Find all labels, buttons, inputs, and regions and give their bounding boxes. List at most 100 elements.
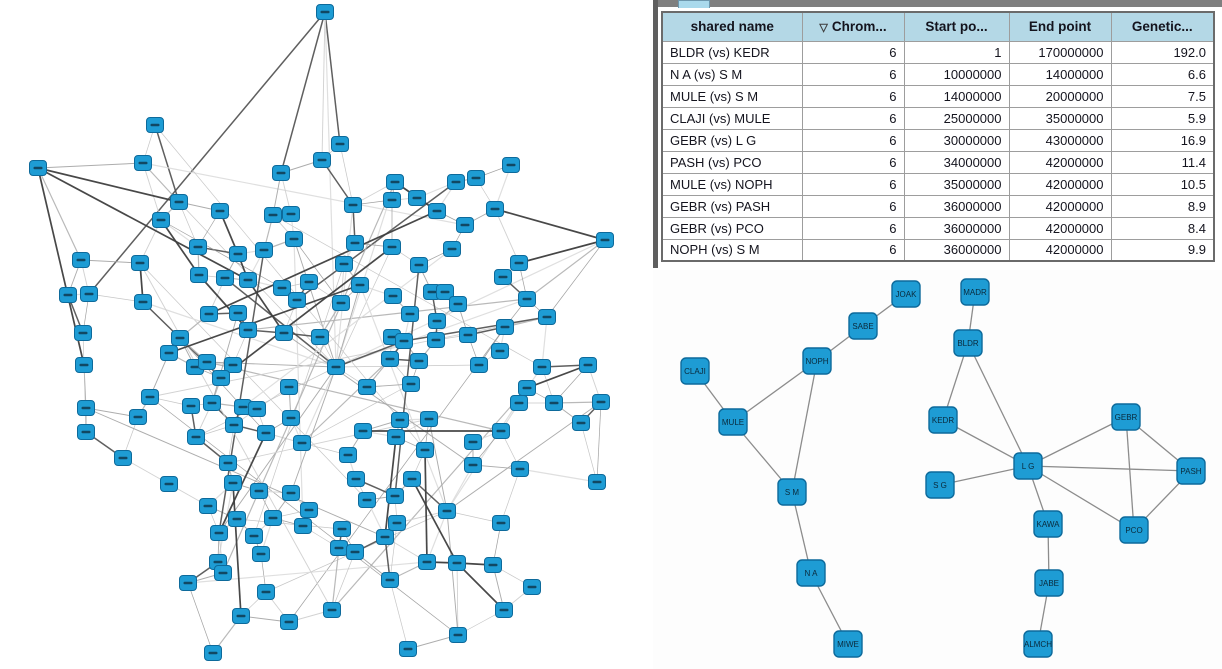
network-node[interactable] [383, 192, 401, 208]
network-node[interactable] [467, 170, 485, 186]
network-node[interactable] [327, 359, 345, 375]
network-node[interactable] [212, 370, 230, 386]
table-tab[interactable] [678, 0, 710, 8]
network-node[interactable] [456, 217, 474, 233]
network-node[interactable] [384, 288, 402, 304]
network-node[interactable] [252, 546, 270, 562]
network-node[interactable] [391, 412, 409, 428]
subnetwork-node-s-g[interactable]: S G [925, 471, 955, 499]
table-row[interactable]: NOPH (vs) S M 6 36000000 42000000 9.9 [661, 238, 1215, 262]
network-node[interactable] [285, 231, 303, 247]
network-node[interactable] [381, 572, 399, 588]
subnetwork-node-miwe[interactable]: MIWE [833, 630, 863, 658]
table-row[interactable]: MULE (vs) S M 6 14000000 20000000 7.5 [661, 84, 1215, 108]
network-node[interactable] [449, 296, 467, 312]
table-row[interactable]: GEBR (vs) PASH 6 36000000 42000000 8.9 [661, 194, 1215, 218]
network-node[interactable] [496, 319, 514, 335]
network-node[interactable] [129, 409, 147, 425]
network-node[interactable] [182, 398, 200, 414]
main-network-canvas[interactable] [0, 0, 653, 669]
subnetwork-canvas[interactable]: JOAK SABE NOPH CLAJI MULE S M N A MIWE MADR BLDR K… [653, 270, 1222, 669]
network-node[interactable] [228, 511, 246, 527]
subnetwork-node-l-g[interactable]: L G [1013, 452, 1043, 480]
network-node[interactable] [141, 389, 159, 405]
network-node[interactable] [332, 295, 350, 311]
network-node[interactable] [358, 492, 376, 508]
network-node[interactable] [333, 521, 351, 537]
network-node[interactable] [494, 269, 512, 285]
table-row[interactable]: GEBR (vs) PCO 6 36000000 42000000 8.4 [661, 216, 1215, 240]
network-node[interactable] [347, 471, 365, 487]
network-node[interactable] [248, 401, 266, 417]
network-node[interactable] [339, 447, 357, 463]
network-node[interactable] [335, 256, 353, 272]
network-node[interactable] [443, 241, 461, 257]
subnetwork-node-almch[interactable]: ALMCH [1023, 630, 1053, 658]
subnetwork-node-mule[interactable]: MULE [718, 408, 748, 436]
subnetwork-node-bldr[interactable]: BLDR [953, 329, 983, 357]
table-row[interactable]: MULE (vs) NOPH 6 35000000 42000000 10.5 [661, 172, 1215, 196]
column-header-chrom-[interactable]: ▽ Chrom... [801, 11, 905, 42]
network-node[interactable] [282, 410, 300, 426]
table-row[interactable]: BLDR (vs) KEDR 6 1 170000000 192.0 [661, 40, 1215, 64]
network-node[interactable] [280, 379, 298, 395]
network-node[interactable] [533, 359, 551, 375]
network-node[interactable] [131, 255, 149, 271]
network-node[interactable] [401, 306, 419, 322]
subnetwork-node-n-a[interactable]: N A [796, 559, 826, 587]
network-node[interactable] [388, 515, 406, 531]
network-node[interactable] [523, 579, 541, 595]
network-node[interactable] [198, 354, 216, 370]
network-node[interactable] [410, 257, 428, 273]
network-node[interactable] [395, 333, 413, 349]
network-node[interactable] [293, 435, 311, 451]
network-node[interactable] [449, 627, 467, 643]
network-node[interactable] [264, 207, 282, 223]
network-node[interactable] [588, 474, 606, 490]
network-node[interactable] [199, 498, 217, 514]
network-node[interactable] [427, 332, 445, 348]
network-node[interactable] [351, 277, 369, 293]
network-node[interactable] [323, 602, 341, 618]
network-node[interactable] [510, 395, 528, 411]
network-node[interactable] [229, 305, 247, 321]
network-node[interactable] [545, 395, 563, 411]
network-node[interactable] [492, 423, 510, 439]
subnetwork-node-madr[interactable]: MADR [960, 278, 990, 306]
network-node[interactable] [459, 327, 477, 343]
network-node[interactable] [484, 557, 502, 573]
network-node[interactable] [592, 394, 610, 410]
network-node[interactable] [264, 510, 282, 526]
network-node[interactable] [428, 313, 446, 329]
network-node[interactable] [331, 136, 349, 152]
network-node[interactable] [160, 476, 178, 492]
network-node[interactable] [152, 212, 170, 228]
network-node[interactable] [330, 540, 348, 556]
subnetwork-node-noph[interactable]: NOPH [802, 347, 832, 375]
table-row[interactable]: PASH (vs) PCO 6 34000000 42000000 11.4 [661, 150, 1215, 174]
network-node[interactable] [74, 325, 92, 341]
network-node[interactable] [229, 246, 247, 262]
network-node[interactable] [403, 471, 421, 487]
network-node[interactable] [495, 602, 513, 618]
column-header-genetic-[interactable]: Genetic... [1110, 11, 1215, 42]
network-node[interactable] [596, 232, 614, 248]
network-node[interactable] [210, 525, 228, 541]
network-node[interactable] [160, 345, 178, 361]
network-node[interactable] [300, 502, 318, 518]
subnetwork-node-kawa[interactable]: KAWA [1033, 510, 1063, 538]
network-node[interactable] [386, 488, 404, 504]
network-node[interactable] [510, 255, 528, 271]
network-node[interactable] [538, 309, 556, 325]
network-node[interactable] [418, 554, 436, 570]
network-node[interactable] [288, 292, 306, 308]
subnetwork-node-sabe[interactable]: SABE [848, 312, 878, 340]
network-node[interactable] [346, 235, 364, 251]
network-node[interactable] [190, 267, 208, 283]
network-node[interactable] [464, 457, 482, 473]
network-node[interactable] [179, 575, 197, 591]
network-node[interactable] [257, 584, 275, 600]
network-node[interactable] [255, 242, 273, 258]
subnetwork-node-joak[interactable]: JOAK [891, 280, 921, 308]
network-node[interactable] [358, 379, 376, 395]
